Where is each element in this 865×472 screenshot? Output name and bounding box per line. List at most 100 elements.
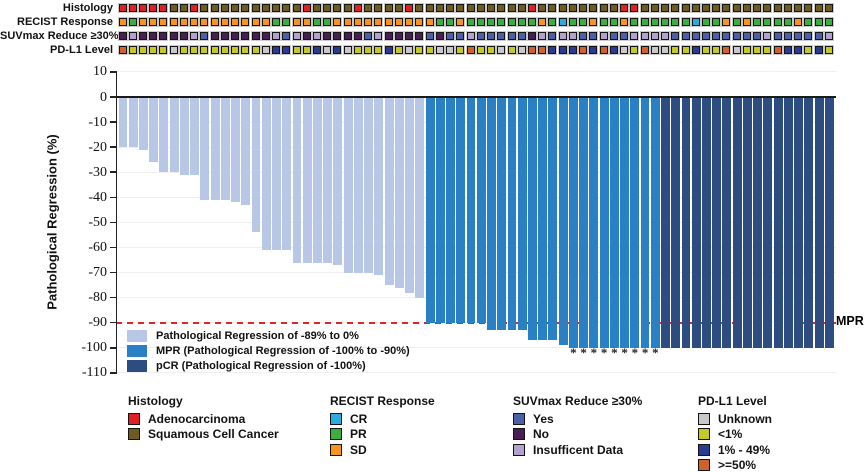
legend-item: Unknown: [698, 412, 772, 426]
annotation-square: [650, 4, 659, 12]
gridline: [116, 146, 836, 148]
bar: [149, 97, 159, 163]
annotation-square: [149, 18, 158, 26]
y-axis-tick-label: -50: [88, 214, 107, 230]
bar: [568, 97, 578, 348]
bar: [231, 97, 240, 203]
asterisk-marker: *: [641, 345, 649, 360]
annotation-square: [456, 32, 465, 40]
annotation-square: [538, 32, 547, 40]
bar: [804, 97, 814, 348]
bar: [466, 97, 476, 323]
annotation-square: [415, 46, 424, 54]
bar: [394, 97, 404, 288]
legend-item-label: Insufficent Data: [533, 442, 624, 457]
y-axis-tick-label: -40: [88, 189, 107, 205]
annotation-square: [568, 32, 577, 40]
bar: [333, 97, 343, 266]
annotation-square: [159, 32, 168, 40]
annotation-square: [538, 46, 547, 54]
annotation-square: [824, 18, 833, 26]
y-axis-tick-label: 10: [93, 64, 107, 80]
bar: [620, 97, 629, 348]
legend-item-label: Squamous Cell Cancer: [148, 427, 279, 442]
bar: [210, 97, 220, 200]
bar: [630, 97, 640, 348]
annotation-square: [763, 46, 772, 54]
annotation-square: [333, 46, 342, 54]
gridline: [116, 196, 836, 198]
bar: [824, 97, 834, 348]
annotation-row-label: PD-L1 Level: [50, 44, 113, 56]
annotation-square: [394, 32, 403, 40]
bar: [159, 97, 169, 173]
y-axis-tick-label: -70: [88, 265, 107, 281]
bar: [794, 97, 804, 348]
y-axis-tick-label: -110: [81, 365, 107, 381]
annotation-square: [527, 18, 536, 26]
annotation-square: [251, 4, 260, 12]
annotation-square: [599, 4, 608, 12]
annotation-square: [405, 32, 414, 40]
asterisk-marker: *: [600, 345, 608, 360]
annotation-square: [333, 32, 342, 40]
annotation-square: [282, 32, 291, 40]
legend-item: PR: [330, 427, 435, 441]
annotation-square: [794, 18, 803, 26]
legend-item: <1%: [698, 427, 772, 441]
annotation-square: [671, 4, 680, 12]
annotation-square: [364, 4, 373, 12]
legend-swatch: [127, 344, 147, 357]
annotation-square: [333, 18, 342, 26]
annotation-square: [568, 4, 577, 12]
annotation-square: [200, 18, 209, 26]
annotation-square: [487, 4, 496, 12]
annotation-square: [261, 4, 270, 12]
bar: [579, 97, 589, 348]
annotation-square: [220, 18, 229, 26]
bar: [282, 97, 292, 250]
annotation-square: [599, 18, 608, 26]
annotation-square: [435, 4, 444, 12]
annotation-square: [599, 32, 608, 40]
bar: [118, 97, 128, 148]
annotation-square: [722, 4, 731, 12]
bar: [128, 97, 138, 148]
annotation-square: [824, 32, 833, 40]
annotation-square: [712, 18, 721, 26]
annotation-square: [702, 32, 710, 40]
annotation-square: [323, 4, 332, 12]
annotation-square: [507, 4, 516, 12]
annotation-square: [446, 46, 455, 54]
annotation-square: [374, 18, 383, 26]
annotation-square: [650, 46, 659, 54]
annotation-square: [650, 18, 659, 26]
annotation-square: [702, 4, 710, 12]
annotation-square: [179, 32, 188, 40]
annotation-square: [394, 18, 403, 26]
annotation-square: [313, 32, 321, 40]
annotation-square: [661, 46, 670, 54]
bar: [681, 97, 691, 348]
mpr-line-label: MPR: [836, 314, 864, 328]
annotation-square: [149, 46, 158, 54]
annotation-square: [722, 18, 731, 26]
legend-item: Insufficent Data: [513, 443, 642, 457]
legend-item: Pathological Regression of -89% to 0%: [127, 329, 359, 342]
bar: [138, 97, 148, 150]
y-axis-tick: [109, 221, 116, 224]
annotation-square: [405, 4, 414, 12]
y-axis-tick-label: -100: [81, 340, 107, 356]
annotation-square: [773, 4, 782, 12]
annotation-square: [333, 4, 342, 12]
annotation-square: [691, 46, 700, 54]
annotation-square: [620, 46, 629, 54]
annotation-square: [138, 46, 147, 54]
legend-item: SD: [330, 443, 435, 457]
annotation-square: [179, 18, 188, 26]
annotation-square: [804, 32, 813, 40]
annotation-square: [763, 18, 772, 26]
y-axis-tick-label: 0: [100, 89, 107, 105]
annotation-square: [497, 18, 506, 26]
bar: [661, 97, 670, 348]
